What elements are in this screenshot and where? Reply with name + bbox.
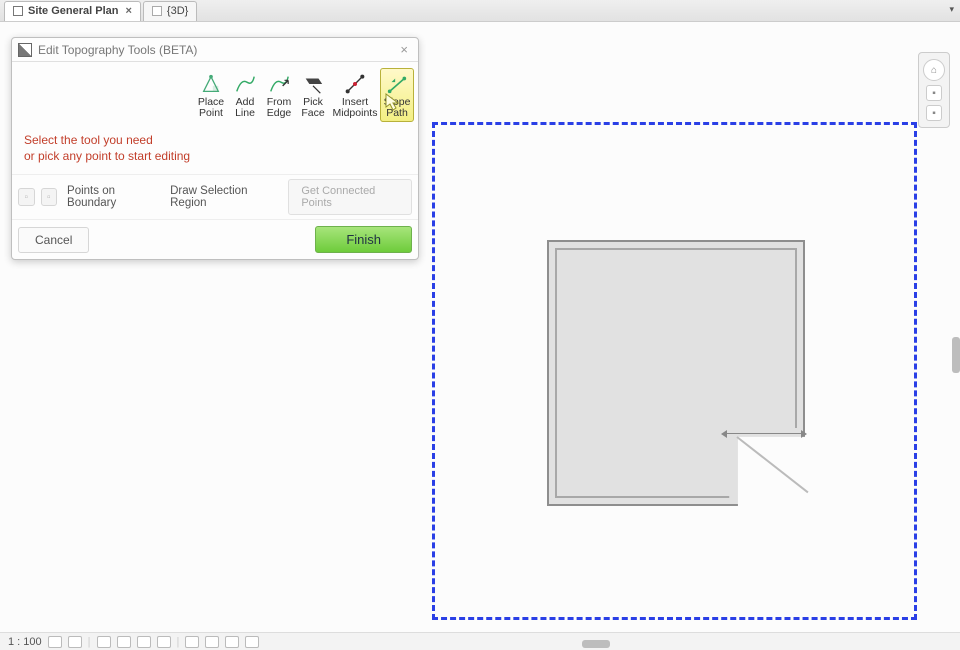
tool-label: Place Point	[198, 97, 224, 119]
app-icon	[18, 43, 32, 57]
tool-from-edge[interactable]: From Edge	[262, 68, 296, 122]
get-connected-points-button[interactable]: Get Connected Points	[288, 179, 412, 215]
points-on-boundary-label[interactable]: Points on Boundary	[67, 185, 158, 209]
status-icon[interactable]	[225, 636, 239, 648]
tab-3d[interactable]: {3D}	[143, 1, 197, 21]
dialog-actions: Cancel Finish	[12, 219, 418, 259]
instruction-line-1: Select the tool you need	[24, 132, 406, 148]
compass-icon[interactable]: ⌂	[923, 59, 945, 81]
tool-pick-face[interactable]: Pick Face	[296, 68, 330, 122]
footprint-inner	[555, 248, 797, 498]
tool-row: Place Point Add Line From Edge Pick Face…	[12, 62, 418, 124]
plan-icon	[13, 6, 23, 16]
scale-readout[interactable]: 1 : 100	[8, 636, 42, 648]
vertical-scrollbar-thumb[interactable]	[952, 337, 960, 373]
tool-slope-path[interactable]: Slope Path	[380, 68, 414, 122]
tool-label: Add Line	[235, 97, 255, 119]
status-icon[interactable]	[137, 636, 151, 648]
dialog-instructions: Select the tool you need or pick any poi…	[12, 124, 418, 174]
tab-label: {3D}	[167, 5, 188, 17]
nav-up-icon[interactable]: ▪	[926, 85, 942, 101]
status-icon[interactable]	[245, 636, 259, 648]
place-point-icon	[200, 73, 222, 95]
status-icon[interactable]	[117, 636, 131, 648]
add-line-icon	[234, 73, 256, 95]
nav-down-icon[interactable]: ▪	[926, 105, 942, 121]
separator: |	[88, 636, 91, 648]
from-edge-icon	[268, 73, 290, 95]
document-tabs: Site General Plan × {3D} ▾	[0, 0, 960, 22]
tool-place-point[interactable]: Place Point	[194, 68, 228, 122]
tool-insert-midpoints[interactable]: Insert Midpoints	[330, 68, 380, 122]
instruction-line-2: or pick any point to start editing	[24, 148, 406, 164]
tool-label: Pick Face	[301, 97, 324, 119]
close-icon[interactable]: ×	[125, 5, 131, 17]
building-footprint[interactable]	[547, 240, 805, 506]
tab-site-general-plan[interactable]: Site General Plan ×	[4, 1, 141, 21]
tool-label: From Edge	[267, 97, 292, 119]
cube-icon	[152, 6, 162, 16]
option-icon[interactable]: ▫	[41, 188, 58, 206]
status-icon[interactable]	[68, 636, 82, 648]
dialog-title: Edit Topography Tools (BETA)	[38, 43, 197, 57]
pick-face-icon	[302, 73, 324, 95]
finish-button[interactable]: Finish	[315, 226, 412, 253]
tool-add-line[interactable]: Add Line	[228, 68, 262, 122]
tabs-overflow-icon[interactable]: ▾	[949, 4, 954, 15]
footprint-diagonal	[736, 436, 808, 493]
option-row: ▫ ▫ Points on Boundary Draw Selection Re…	[12, 174, 418, 219]
tab-label: Site General Plan	[28, 5, 118, 17]
status-icon[interactable]	[185, 636, 199, 648]
view-nav-tools: ⌂ ▪ ▪	[918, 52, 950, 128]
close-icon[interactable]: ×	[396, 42, 412, 57]
tool-label: Insert Midpoints	[333, 97, 378, 119]
status-icon[interactable]	[48, 636, 62, 648]
status-icon[interactable]	[157, 636, 171, 648]
draw-selection-region-label[interactable]: Draw Selection Region	[170, 185, 276, 209]
option-icon[interactable]: ▫	[18, 188, 35, 206]
tool-label: Slope Path	[384, 97, 411, 119]
cancel-button[interactable]: Cancel	[18, 227, 89, 253]
status-bar: 1 : 100 | |	[0, 632, 960, 650]
status-icon[interactable]	[97, 636, 111, 648]
status-icon[interactable]	[205, 636, 219, 648]
separator: |	[177, 636, 180, 648]
insert-midpoints-icon	[344, 73, 366, 95]
slope-path-icon	[386, 73, 408, 95]
edit-topography-dialog: Edit Topography Tools (BETA) × Place Poi…	[11, 37, 419, 260]
horizontal-scrollbar-thumb[interactable]	[582, 640, 610, 648]
dialog-titlebar[interactable]: Edit Topography Tools (BETA) ×	[12, 38, 418, 62]
dimension-line	[725, 433, 803, 434]
